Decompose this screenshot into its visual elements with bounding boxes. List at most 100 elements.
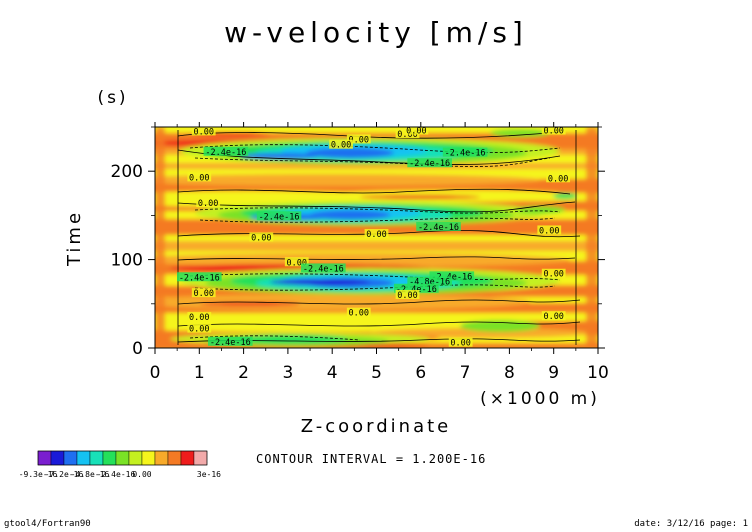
contour-label: 0.00 [193,127,213,137]
contour-label: 0.00 [189,173,209,183]
contour-label: 0.00 [198,199,218,209]
colorbar-swatch [89,450,104,466]
contour-line [177,256,576,261]
contour-label: -2.4e-16 [409,159,450,169]
chart-title: w-velocity [m/s] [224,16,528,49]
field-band [155,163,598,170]
x-tick-label: 10 [587,363,609,383]
y-axis-unit: (s) [97,88,128,108]
colorbar-swatch [128,450,143,466]
x-tick-label: 7 [460,363,471,383]
contour-label-bg [301,263,346,273]
field-streak [200,302,300,306]
contour-label: -2.4e-16 [179,273,220,283]
contour-label: 0.00 [543,312,563,322]
x-axis: 0 1 2 3 4 5 6 7 8 9 10 [150,122,609,383]
field-band [155,313,598,322]
contour-label: -2.4e-16 [205,148,246,158]
contour-label-bg [177,272,222,282]
contour-label-bg [394,283,439,293]
y-tick-label: 100 [111,251,143,271]
colorbar: -9.3e-16-7.2e-16-4.8e-16-2.4e-160.00 3e-1… [19,450,221,479]
contour-label: 0.00 [397,130,417,140]
plot-area: 0.000.000.000.00 0.000.00-2.4e-16 -2.4e-16… [90,53,598,348]
contour-label-bg [364,228,389,238]
contour-label: -2.4e-16 [210,338,251,348]
x-axis-unit: (×1000 m) [480,389,600,409]
contour-label-bg [249,232,274,242]
x-tick-label: 3 [282,363,293,383]
contour-label: 0.00 [366,230,386,240]
contour-field [90,53,598,348]
field-lobe [155,253,570,267]
contour-line-negative [199,217,556,223]
colorbar-swatch [115,450,130,466]
x-tick-label: 5 [371,363,382,383]
field-patch [270,279,370,285]
contour-labels: 0.000.000.000.00 0.000.00-2.4e-16 -2.4e-16… [177,127,571,348]
colorbar-swatch [180,450,195,466]
contour-label: 0.00 [397,291,417,301]
contour-label-bg [395,289,420,299]
field-downdraft [306,147,394,159]
contour-label: 0.00 [331,141,351,151]
field-lobe [270,104,570,116]
contour-label-bg [203,146,249,156]
field-edge [155,127,165,348]
colorbar-label: 0.00 [132,470,151,479]
field-lobe [155,318,510,332]
contour-label: -2.4e-16 [445,149,486,159]
x-tick-label: 0 [150,363,161,383]
field-band [155,235,598,242]
contour-line [177,299,581,305]
contour-label: 0.00 [539,226,559,236]
field-lobe [90,53,510,67]
contour-label-bg [407,158,452,168]
field-edge [586,127,598,348]
contour-label: 0.00 [548,174,568,184]
colorbar-swatch [37,450,52,466]
colorbar-label: -4.8e-16 [71,470,110,479]
contour-label: 0.00 [251,234,271,244]
colorbar-swatch [193,450,208,466]
contour-label-bg [541,127,566,135]
x-tick-label: 9 [548,363,559,383]
field-patch [553,193,577,199]
x-axis-label: Z-coordinate [301,416,452,437]
colorbar-label: -9.3e-16 [19,470,58,479]
field-patch [490,129,550,137]
colorbar-label: 3e-16 [197,470,221,479]
colorbar-swatch [102,450,117,466]
field-lobe [155,294,530,310]
footer-left: gtool4/Fortran90 [4,519,91,529]
contour-label-bg [546,173,571,183]
contour-line [177,321,581,327]
x-tick-label: 1 [194,363,205,383]
colorbar-label: -7.2e-16 [45,470,84,479]
y-tick-label: 200 [111,162,143,182]
contour-label-bg [329,139,353,149]
contour-line [177,201,576,213]
colorbar-swatch [141,450,156,466]
contour-label-bg [407,276,452,286]
contour-label: 0.00 [543,270,563,280]
y-tick-label: 0 [132,339,143,359]
colorbar-swatch [167,450,182,466]
contour-label: 0.00 [349,309,369,319]
y-axis: 0 100 200 [111,126,605,359]
contour-line-negative [194,207,561,214]
contour-label-bg [541,311,566,321]
contour-label: 0.00 [543,127,563,137]
contour-label-bg [208,336,253,346]
contour-line [177,230,581,238]
contour-label-bg [187,312,212,322]
contour-label: 0.00 [193,289,213,299]
contour-label-bg [191,127,216,136]
x-tick-label: 4 [327,363,338,383]
contour-label: 0.00 [189,325,209,335]
colorbar-swatch [154,450,169,466]
contour-label: 0.00 [406,127,426,137]
contour-interval: CONTOUR INTERVAL = 1.200E-16 [256,452,486,466]
contour-label-bg [404,127,429,135]
